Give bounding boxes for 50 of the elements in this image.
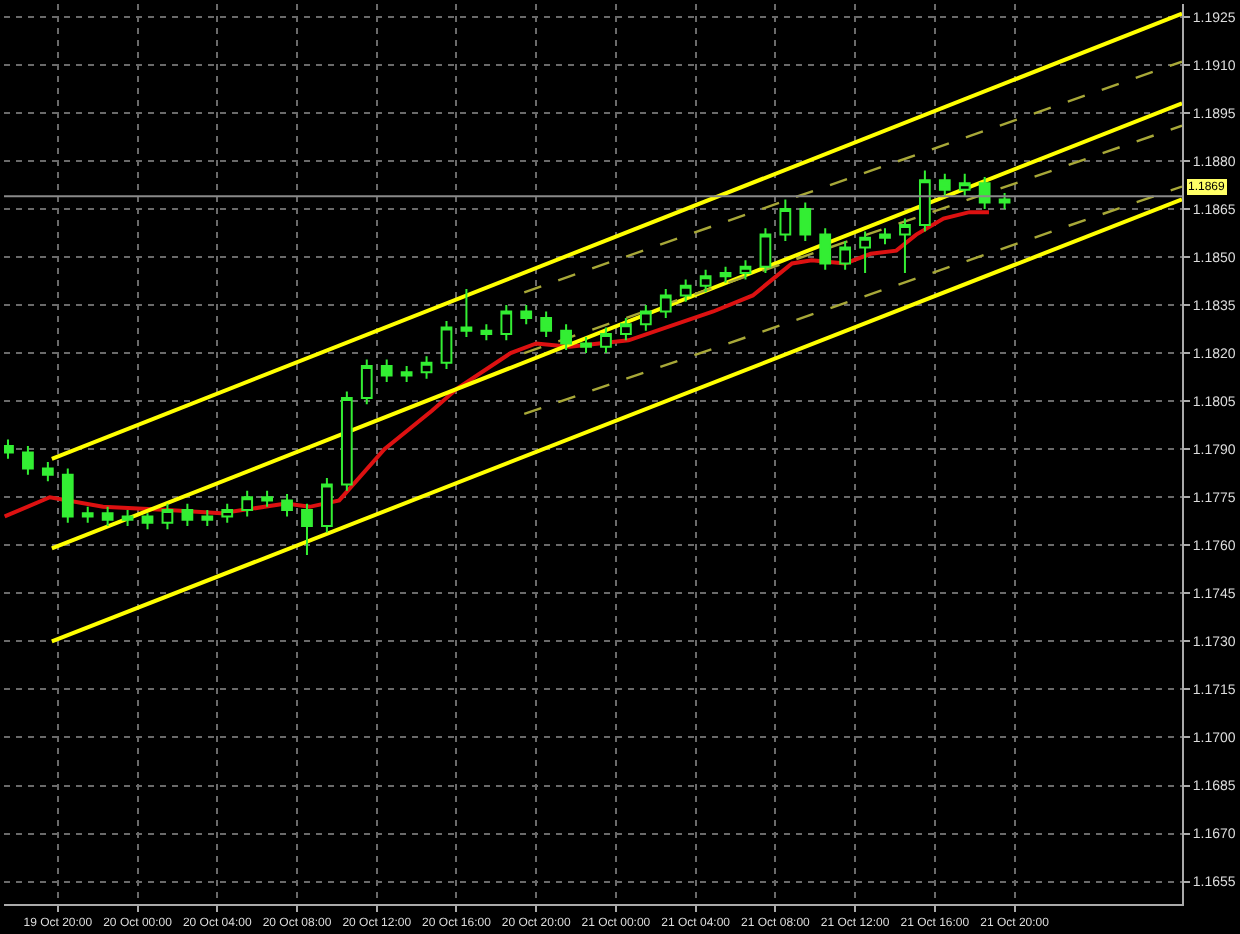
candlestick (221, 502, 234, 524)
candlestick (958, 172, 971, 198)
candlestick (759, 227, 772, 275)
candlestick (41, 461, 54, 483)
candlestick (799, 201, 812, 243)
candlestick (4, 438, 14, 460)
candlestick (321, 477, 333, 534)
candlestick (600, 326, 612, 355)
candlestick (918, 169, 931, 233)
candlestick (61, 467, 74, 524)
candlestick (400, 364, 413, 383)
candlestick (241, 489, 254, 518)
candlestick (201, 509, 214, 528)
candlestick (121, 509, 134, 528)
candlestick (360, 358, 373, 406)
candlestick (659, 288, 672, 319)
candlestick (839, 240, 852, 271)
candlestick (460, 288, 473, 339)
candlestick (141, 512, 154, 531)
candlestick (739, 259, 752, 281)
candlestick (500, 304, 513, 342)
candlestick (819, 227, 832, 271)
candlestick (261, 489, 273, 508)
candlestick (301, 502, 313, 556)
candlestick (101, 505, 114, 528)
candlestick (938, 172, 951, 198)
candlestick (380, 358, 393, 383)
candlestick (520, 304, 533, 326)
candlestick (540, 310, 553, 339)
candlestick (480, 323, 493, 342)
candlestick (879, 227, 891, 246)
candlestick (779, 198, 792, 243)
candlestick (560, 323, 572, 351)
candlestick (719, 265, 732, 284)
candlestick (181, 502, 194, 528)
candlestick (679, 278, 692, 303)
candlestick (81, 505, 94, 524)
candlestick (420, 355, 433, 380)
candlestick (859, 230, 871, 275)
candlestick (580, 336, 592, 355)
candlestick (699, 268, 712, 294)
candlestick (281, 493, 293, 518)
candlestick (978, 175, 991, 210)
candlestick (440, 320, 453, 371)
candlestick (22, 445, 34, 476)
candlestick (639, 304, 652, 332)
candlestick (340, 390, 353, 492)
candlestick (899, 217, 911, 275)
candlestick (620, 316, 632, 342)
candlestick (161, 502, 174, 531)
